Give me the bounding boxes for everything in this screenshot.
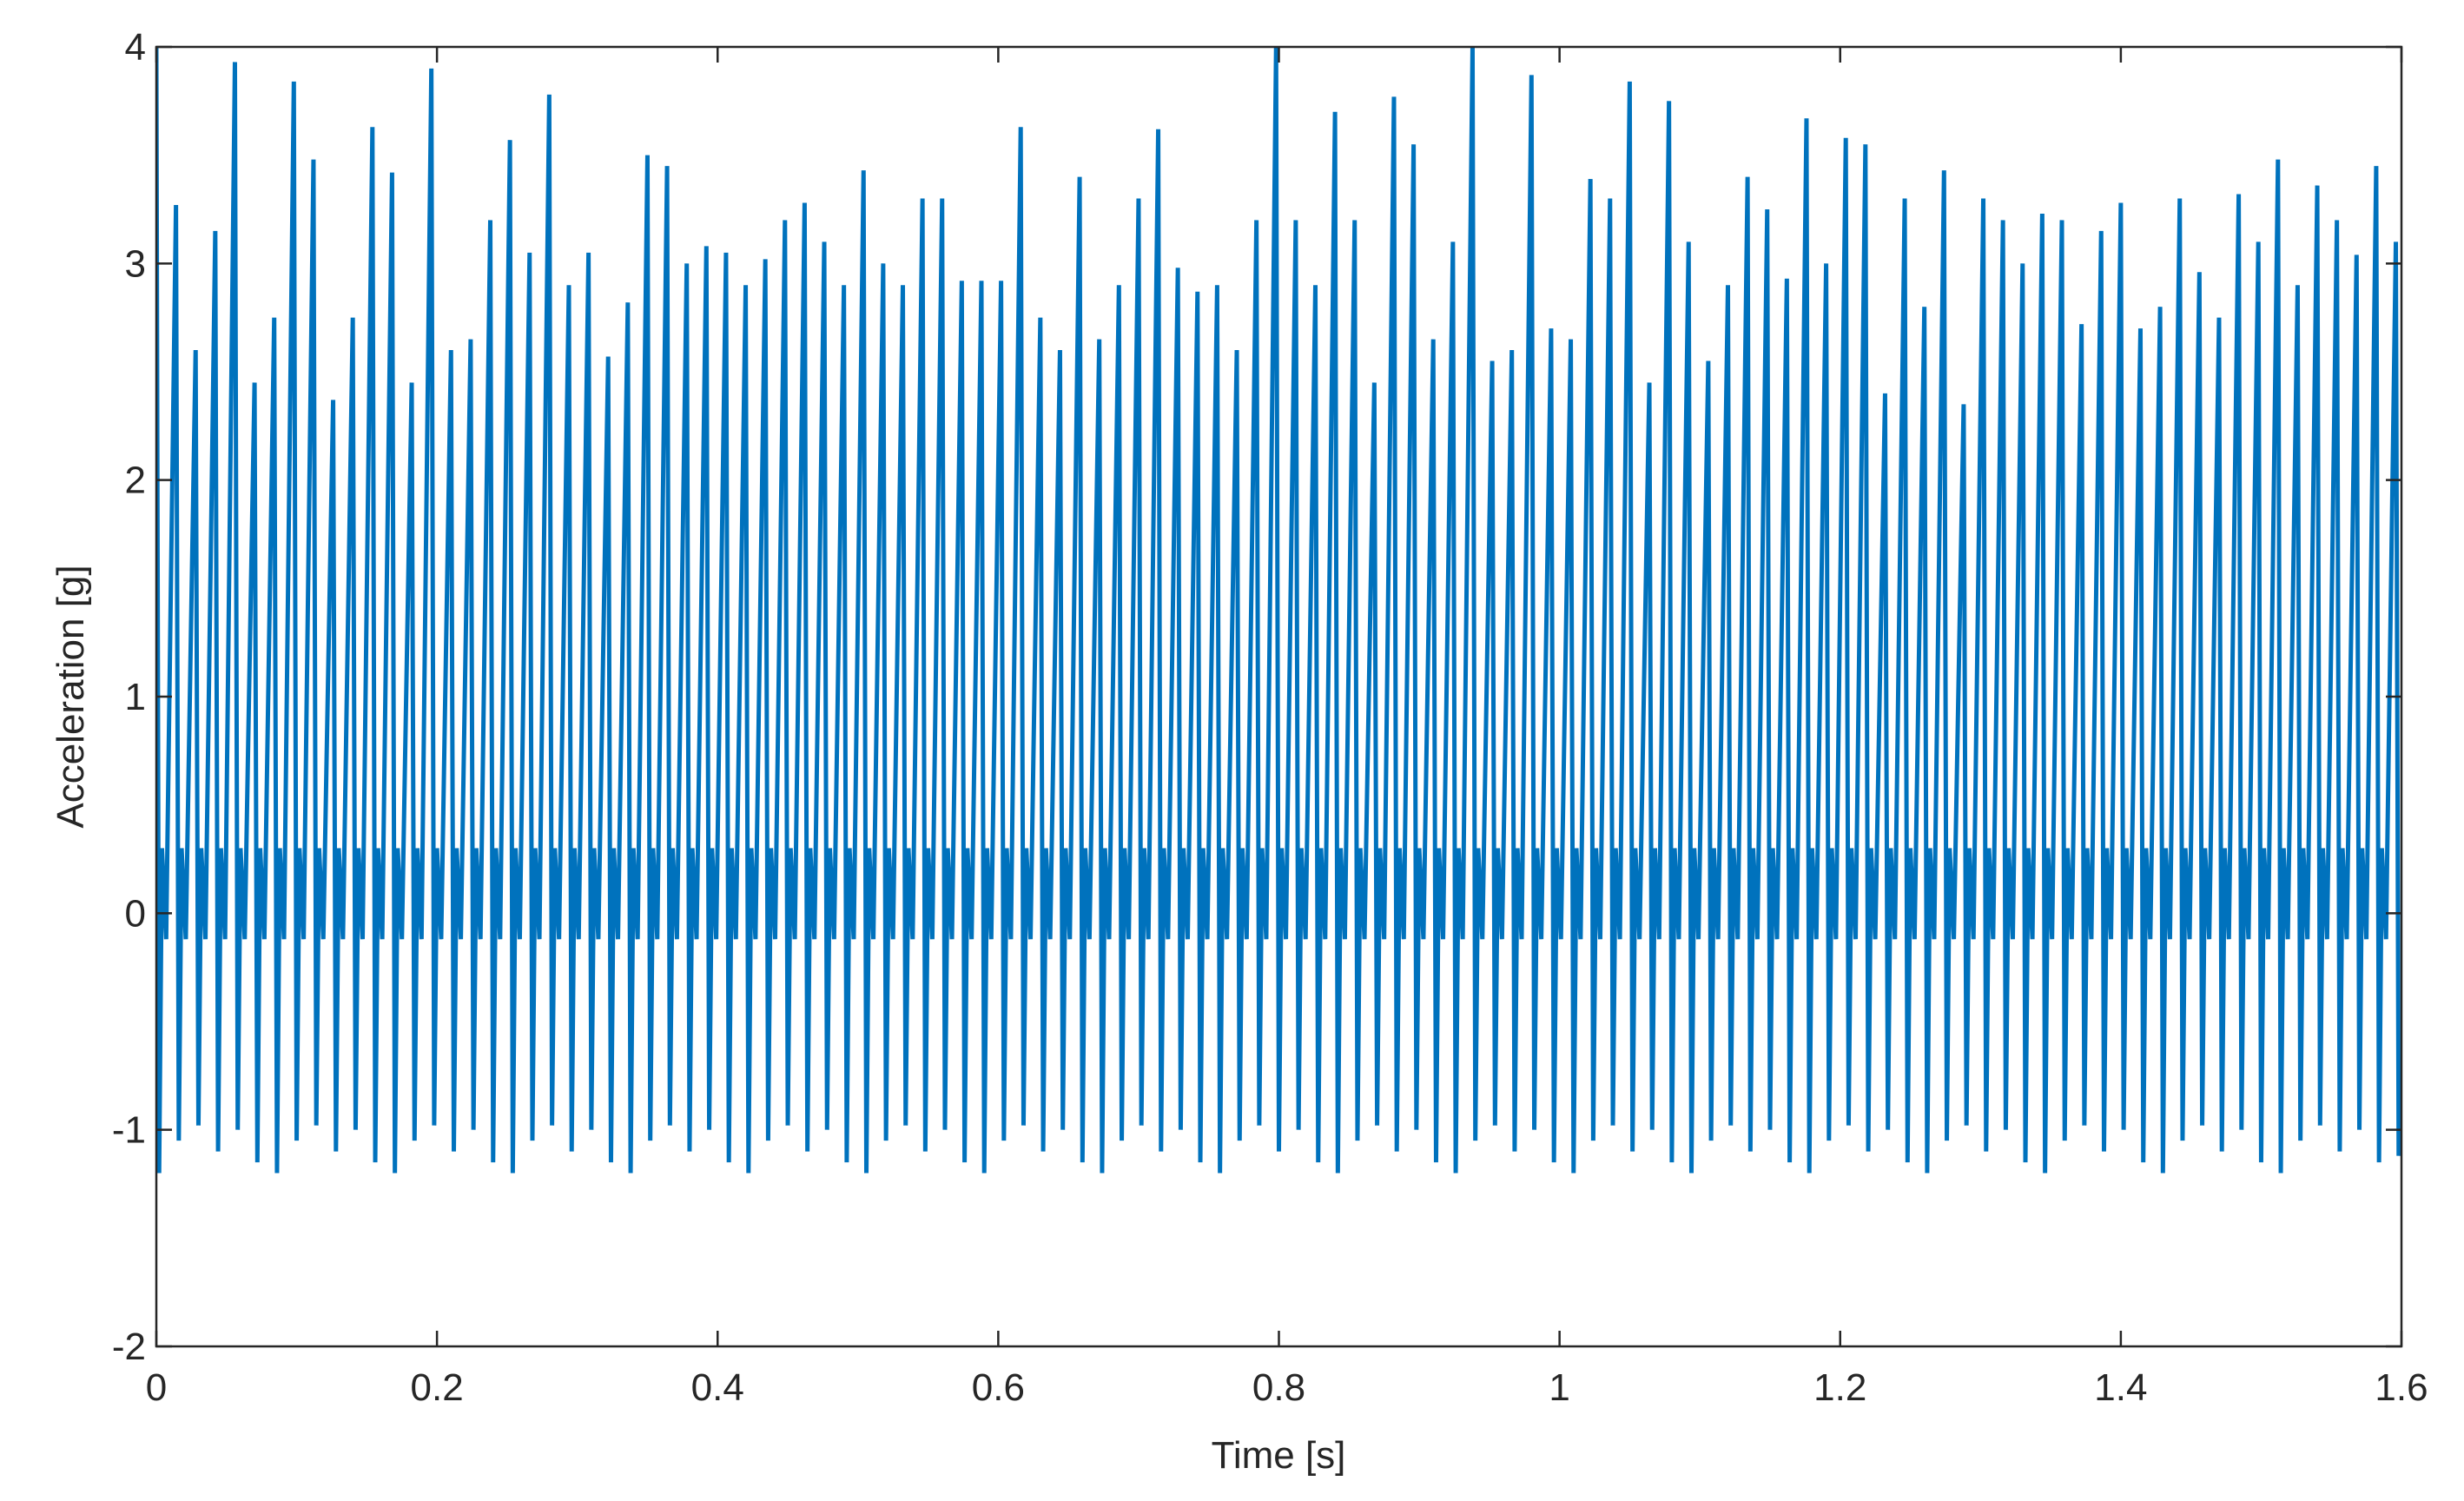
data-line [156, 47, 2401, 1174]
y-axis-label: Acceleration [g] [50, 565, 92, 828]
y-tick-label: -1 [112, 1109, 146, 1152]
y-tick-label: -2 [112, 1326, 146, 1368]
y-tick-label: 0 [125, 892, 146, 935]
y-tick-label: 2 [125, 460, 146, 502]
x-tick-label: 1.4 [2094, 1366, 2147, 1409]
x-tick-label: 1.6 [2375, 1366, 2428, 1409]
x-tick-label: 1 [1549, 1366, 1569, 1409]
x-tick-label: 0.2 [411, 1366, 464, 1409]
x-tick-label: 0.4 [691, 1366, 744, 1409]
y-tick-label: 3 [125, 242, 146, 285]
y-tick-label: 1 [125, 676, 146, 718]
x-tick-label: 1.2 [1813, 1366, 1866, 1409]
x-tick-label: 0.8 [1252, 1366, 1305, 1409]
x-axis-label: Time [s] [1212, 1434, 1346, 1477]
x-tick-label: 0.6 [972, 1366, 1025, 1409]
x-tick-label: 0 [146, 1366, 167, 1409]
y-tick-label: 4 [125, 26, 146, 69]
